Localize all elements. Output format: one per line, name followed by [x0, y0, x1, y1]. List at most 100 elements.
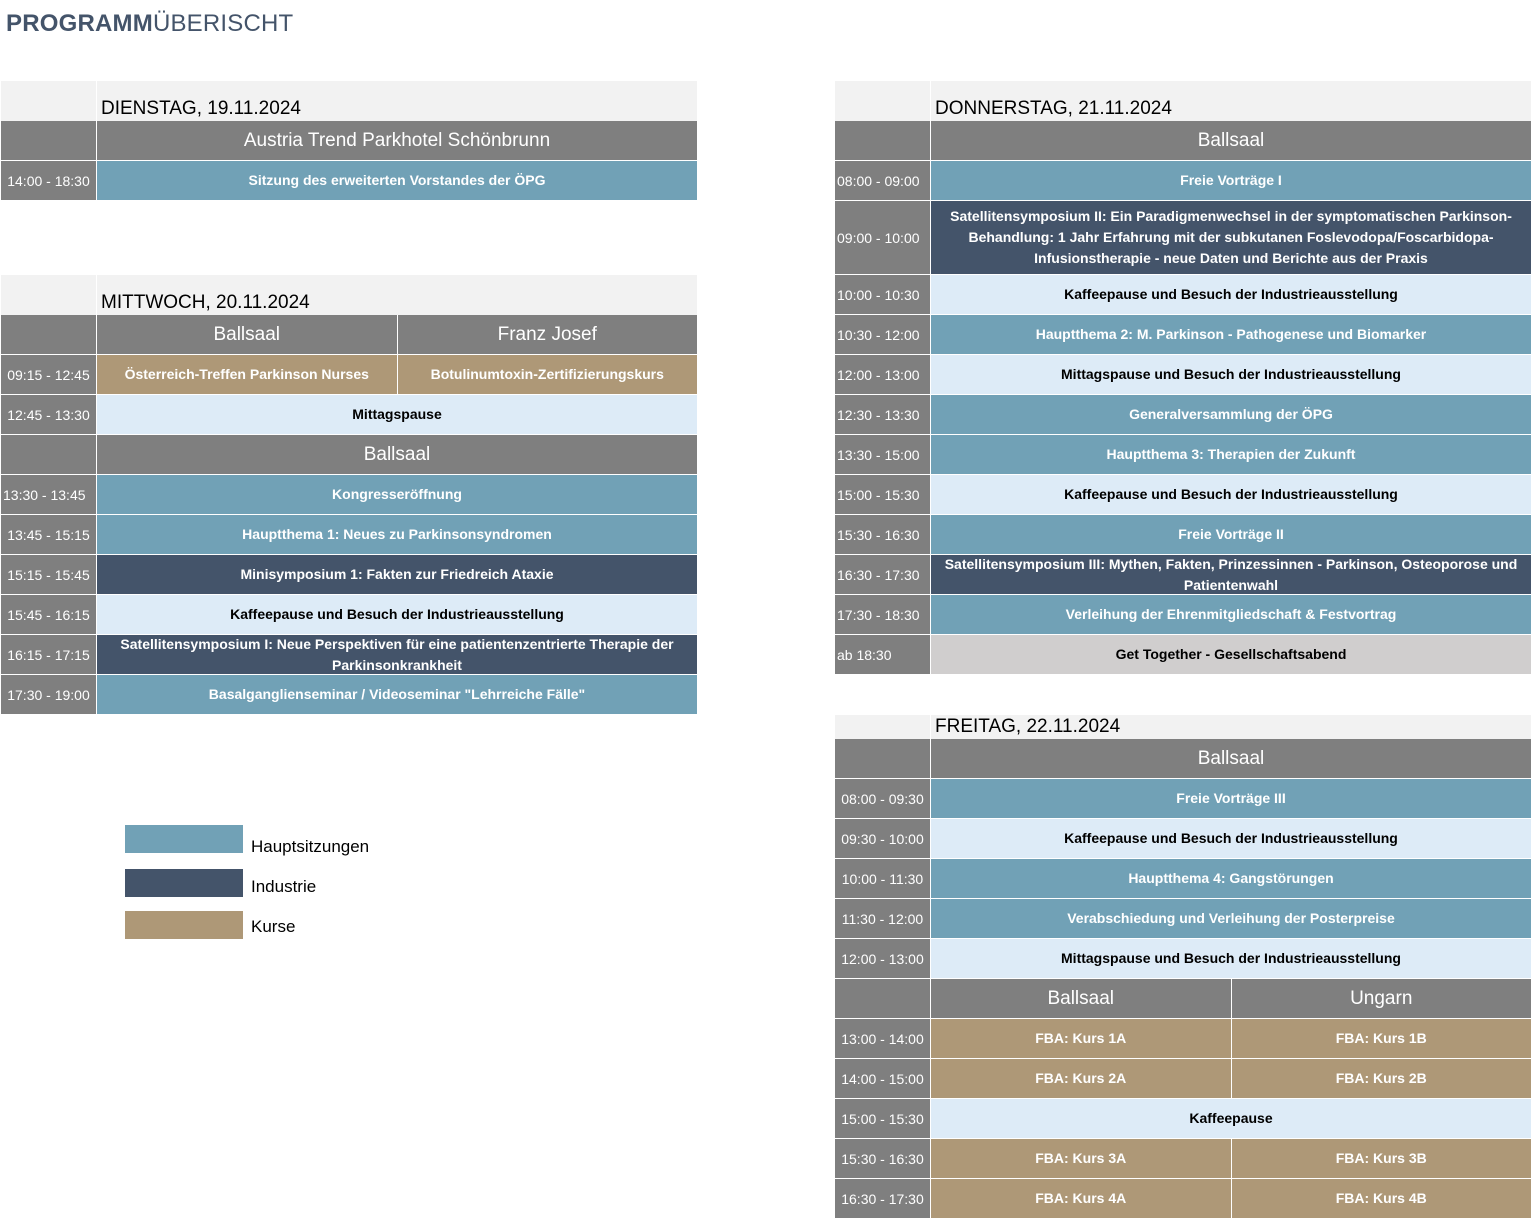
session-haupt: Verleihung der Ehrenmitgliedschaft & Fes…	[931, 595, 1531, 634]
session-kurs: Österreich-Treffen Parkinson Nurses	[97, 355, 397, 394]
time-slot: 16:15 - 17:15	[1, 635, 97, 674]
page-title-bold: PROGRAMM	[6, 10, 153, 37]
session-industrie: Minisymposium 1: Fakten zur Friedreich A…	[97, 555, 697, 594]
session-haupt: Freie Vorträge II	[931, 515, 1531, 554]
day-block-freitag: FREITAG, 22.11.2024 Ballsaal 08:00 - 09:30…	[835, 715, 1531, 1219]
session-pause: Mittagspause	[97, 395, 697, 434]
time-slot: 17:30 - 19:00	[1, 675, 97, 714]
session-industrie: Satellitensymposium II: Ein Paradigmenwe…	[931, 201, 1531, 274]
time-slot: 09:30 - 10:00	[835, 819, 931, 858]
time-slot: 09:00 - 10:00	[835, 201, 931, 274]
time-slot: 15:45 - 16:15	[1, 595, 97, 634]
session-haupt: Basalganglienseminar / Videoseminar "Leh…	[97, 675, 697, 714]
time-slot: ab 18:30	[835, 635, 931, 674]
session-row: 13:45 - 15:15 Hauptthema 1: Neues zu Park…	[1, 515, 697, 554]
legend-label: Hauptsitzungen	[251, 837, 370, 856]
session-row: 09:00 - 10:00 Satellitensymposium II: Ein…	[835, 201, 1531, 274]
legend-swatch-haupt	[125, 825, 243, 853]
time-slot: 15:15 - 15:45	[1, 555, 97, 594]
legend-swatch-kurs	[125, 911, 243, 939]
session-pause: Kaffeepause und Besuch der Industrieauss…	[97, 595, 697, 634]
time-slot: 16:30 - 17:30	[835, 1179, 931, 1218]
session-pause: Kaffeepause und Besuch der Industrieauss…	[931, 275, 1531, 314]
time-slot: 15:30 - 16:30	[835, 515, 931, 554]
time-slot: 13:00 - 14:00	[835, 1019, 931, 1058]
session-row: 17:30 - 19:00 Basalganglienseminar / Vide…	[1, 675, 697, 714]
session-haupt: Sitzung des erweiterten Vorstandes der Ö…	[97, 161, 697, 200]
session-kurs: FBA: Kurs 2A	[931, 1059, 1231, 1098]
room-header-spacer	[835, 739, 931, 778]
day-block-dienstag: DIENSTAG, 19.11.2024 Austria Trend Parkho…	[1, 81, 697, 201]
day-header-spacer	[835, 81, 931, 121]
session-kurs: FBA: Kurs 4A	[931, 1179, 1231, 1218]
time-slot: 12:30 - 13:30	[835, 395, 931, 434]
session-row: 08:00 - 09:00 Freie Vorträge I	[835, 161, 1531, 200]
session-kurs: FBA: Kurs 1A	[931, 1019, 1231, 1058]
room-header-spacer	[835, 979, 931, 1018]
time-slot: 12:45 - 13:30	[1, 395, 97, 434]
session-kurs: FBA: Kurs 4B	[1230, 1179, 1531, 1218]
time-slot: 15:00 - 15:30	[835, 1099, 931, 1138]
room-name: Ballsaal	[931, 979, 1231, 1018]
session-kurs: FBA: Kurs 3A	[931, 1139, 1231, 1178]
room-header-row: Ballsaal	[835, 121, 1531, 160]
session-row: 17:30 - 18:30 Verleihung der Ehrenmitglie…	[835, 595, 1531, 634]
session-row: 13:00 - 14:00 FBA: Kurs 1A FBA: Kurs 1B	[835, 1019, 1531, 1058]
session-row: 15:00 - 15:30 Kaffeepause	[835, 1099, 1531, 1138]
room-header-row: Ballsaal Ungarn	[835, 979, 1531, 1018]
session-row: 13:30 - 15:00 Hauptthema 3: Therapien der…	[835, 435, 1531, 474]
session-haupt: Hauptthema 1: Neues zu Parkinsonsyndrome…	[97, 515, 697, 554]
room-header-row: Ballsaal	[835, 739, 1531, 778]
time-slot: 13:30 - 13:45	[1, 475, 97, 514]
session-row: 12:00 - 13:00 Mittagspause und Besuch der…	[835, 939, 1531, 978]
session-kurs: FBA: Kurs 2B	[1230, 1059, 1531, 1098]
time-slot: 10:30 - 12:00	[835, 315, 931, 354]
session-haupt: Generalversammlung der ÖPG	[931, 395, 1531, 434]
day-label: FREITAG, 22.11.2024	[931, 715, 1531, 739]
session-row: 10:00 - 10:30 Kaffeepause und Besuch der …	[835, 275, 1531, 314]
session-haupt: Hauptthema 2: M. Parkinson - Pathogenese…	[931, 315, 1531, 354]
session-row: 12:45 - 13:30 Mittagspause	[1, 395, 697, 434]
legend-label: Industrie	[251, 877, 317, 896]
legend-swatch-industrie	[125, 869, 243, 897]
session-pause: Kaffeepause	[931, 1099, 1531, 1138]
room-header-spacer	[1, 121, 97, 160]
day-header: FREITAG, 22.11.2024	[835, 715, 1531, 739]
session-row: 15:00 - 15:30 Kaffeepause und Besuch der …	[835, 475, 1531, 514]
session-row: 16:30 - 17:30 Satellitensymposium III: My…	[835, 555, 1531, 594]
time-slot: 13:45 - 15:15	[1, 515, 97, 554]
room-name: Ungarn	[1230, 979, 1531, 1018]
time-slot: 14:00 - 18:30	[1, 161, 97, 200]
room-header-row: Ballsaal Franz Josef	[1, 315, 697, 354]
day-header: DONNERSTAG, 21.11.2024	[835, 81, 1531, 121]
time-slot: 14:00 - 15:00	[835, 1059, 931, 1098]
session-kurs: Botulinumtoxin-Zertifizierungskurs	[396, 355, 697, 394]
session-haupt: Freie Vorträge III	[931, 779, 1531, 818]
session-row: 08:00 - 09:30 Freie Vorträge III	[835, 779, 1531, 818]
session-row: 12:00 - 13:00 Mittagspause und Besuch der…	[835, 355, 1531, 394]
day-label: DIENSTAG, 19.11.2024	[97, 81, 697, 121]
time-slot: 17:30 - 18:30	[835, 595, 931, 634]
time-slot: 08:00 - 09:00	[835, 161, 931, 200]
session-haupt: Verabschiedung und Verleihung der Poster…	[931, 899, 1531, 938]
room-name: Ballsaal	[931, 121, 1531, 160]
room-name: Ballsaal	[97, 435, 697, 474]
session-industrie: Satellitensymposium III: Mythen, Fakten,…	[931, 555, 1531, 594]
session-haupt: Hauptthema 4: Gangstörungen	[931, 859, 1531, 898]
time-slot: 16:30 - 17:30	[835, 555, 931, 594]
room-name: Ballsaal	[931, 739, 1531, 778]
day-header: DIENSTAG, 19.11.2024	[1, 81, 697, 121]
session-pause: Mittagspause und Besuch der Industrieaus…	[931, 355, 1531, 394]
time-slot: 12:00 - 13:00	[835, 355, 931, 394]
room-header-spacer	[1, 435, 97, 474]
day-block-donnerstag: DONNERSTAG, 21.11.2024 Ballsaal 08:00 - 09…	[835, 81, 1531, 675]
session-row: 10:00 - 11:30 Hauptthema 4: Gangstörungen	[835, 859, 1531, 898]
time-slot: 09:15 - 12:45	[1, 355, 97, 394]
time-slot: 15:30 - 16:30	[835, 1139, 931, 1178]
day-label: MITTWOCH, 20.11.2024	[97, 275, 697, 315]
room-header-spacer	[1, 315, 97, 354]
room-header-row: Ballsaal	[1, 435, 697, 474]
session-haupt: Freie Vorträge I	[931, 161, 1531, 200]
session-row: 09:15 - 12:45 Österreich-Treffen Parkinso…	[1, 355, 697, 394]
session-kurs: FBA: Kurs 3B	[1230, 1139, 1531, 1178]
